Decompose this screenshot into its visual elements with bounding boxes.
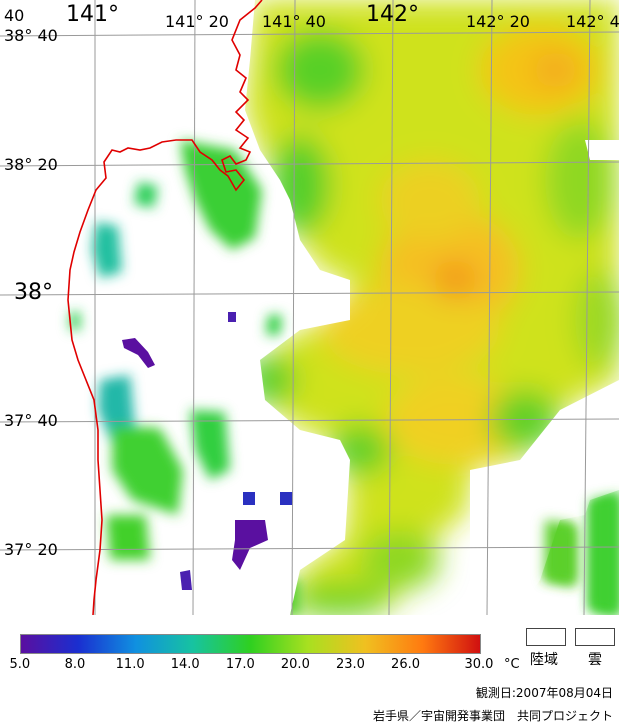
corner-label: 40: [4, 6, 25, 25]
colorbar-tick-label: 20.0: [280, 657, 310, 672]
colorbar-tick-label: 8.0: [64, 657, 86, 672]
cloud-legend-label: 雲: [588, 652, 602, 668]
lon-label-141-40: 141° 40: [262, 12, 326, 31]
colorbar-tick-label: 14.0: [170, 657, 200, 672]
lat-label-37-40: 37° 40: [4, 411, 58, 430]
graticule: [0, 0, 619, 615]
temperature-colorbar: [20, 634, 481, 654]
lon-label-142: 142°: [366, 2, 419, 27]
lon-label-142-40: 142° 4: [566, 12, 619, 31]
lon-label-141: 141°: [66, 2, 119, 27]
lon-label-141-20: 141° 20: [165, 12, 229, 31]
western-sea-patches: [70, 140, 619, 615]
lat-label-38: 38°: [14, 280, 53, 305]
cloud-legend-swatch: [575, 628, 615, 646]
colorbar-tick-label: 11.0: [115, 657, 145, 672]
colorbar-unit: °C: [504, 657, 520, 672]
lat-label-37-20: 37° 20: [4, 540, 58, 559]
project-credit: 岩手県／宇宙開発事業団 共同プロジェクト: [372, 709, 613, 723]
cloud-mask: [0, 0, 619, 615]
lat-label-38-20: 38° 20: [4, 155, 58, 174]
observation-date: 観測日:2007年08月04日: [475, 686, 613, 700]
colorbar-tick-label: 30.0: [464, 657, 494, 672]
land-legend-swatch: [526, 628, 566, 646]
colorbar-tick-label: 23.0: [335, 657, 365, 672]
land-legend-label: 陸域: [530, 652, 558, 668]
colorbar-tick-label: 5.0: [9, 657, 31, 672]
colorbar-tick-label: 17.0: [225, 657, 255, 672]
lat-label-38-40: 38° 40: [4, 26, 58, 45]
colorbar-tick-label: 26.0: [391, 657, 420, 672]
sea-surface-temperature-map: [0, 0, 619, 615]
coastline: [67, 0, 263, 615]
lon-label-142-20: 142° 20: [466, 12, 530, 31]
